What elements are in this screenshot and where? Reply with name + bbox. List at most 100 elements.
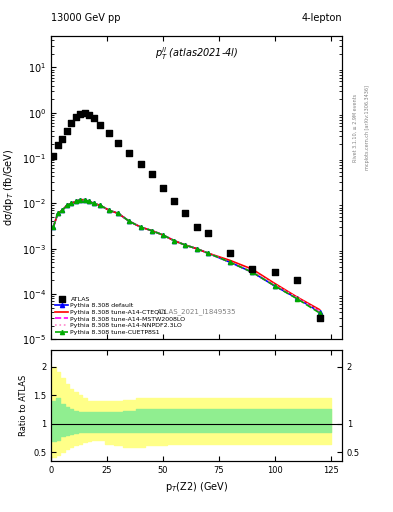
Pythia 8.308 tune-A14-CTEQL1 [73, 199, 78, 205]
Pythia 8.308 default [127, 218, 132, 224]
Pythia 8.308 tune-CUETP8S1 [194, 246, 199, 252]
Text: Rivet 3.1.10, ≥ 2.9M events: Rivet 3.1.10, ≥ 2.9M events [353, 94, 358, 162]
Pythia 8.308 tune-A14-NNPDF2.3LO [172, 238, 176, 244]
Pythia 8.308 tune-A14-NNPDF2.3LO [69, 200, 73, 206]
Pythia 8.308 tune-A14-MSTW2008LO [194, 246, 199, 252]
Text: 13000 GeV pp: 13000 GeV pp [51, 13, 121, 23]
Pythia 8.308 default [82, 197, 87, 203]
ATLAS [272, 268, 278, 276]
Pythia 8.308 tune-CUETP8S1 [161, 232, 165, 238]
Pythia 8.308 default [116, 210, 121, 217]
Pythia 8.308 tune-A14-CTEQL1 [64, 202, 69, 208]
Pythia 8.308 tune-A14-NNPDF2.3LO [107, 207, 112, 214]
Pythia 8.308 tune-CUETP8S1 [69, 200, 73, 206]
Pythia 8.308 tune-A14-MSTW2008LO [91, 200, 96, 206]
Pythia 8.308 tune-A14-CTEQL1 [183, 242, 188, 248]
Pythia 8.308 tune-A14-NNPDF2.3LO [55, 210, 60, 217]
ATLAS [64, 126, 70, 135]
ATLAS [59, 135, 65, 143]
Pythia 8.308 tune-CUETP8S1 [98, 202, 103, 208]
Line: Pythia 8.308 default: Pythia 8.308 default [51, 198, 321, 314]
Pythia 8.308 tune-CUETP8S1 [250, 269, 255, 275]
ATLAS [227, 249, 233, 257]
Pythia 8.308 tune-A14-NNPDF2.3LO [149, 227, 154, 233]
Pythia 8.308 tune-A14-NNPDF2.3LO [87, 199, 92, 205]
Pythia 8.308 tune-CUETP8S1 [51, 224, 56, 230]
Pythia 8.308 default [73, 199, 78, 205]
Pythia 8.308 tune-A14-CTEQL1 [51, 224, 56, 230]
Pythia 8.308 tune-A14-MSTW2008LO [116, 210, 121, 217]
Pythia 8.308 tune-A14-CTEQL1 [107, 207, 112, 214]
Pythia 8.308 default [51, 224, 56, 230]
Pythia 8.308 tune-CUETP8S1 [116, 210, 121, 217]
Pythia 8.308 tune-CUETP8S1 [228, 259, 232, 265]
Text: ATLAS_2021_I1849535: ATLAS_2021_I1849535 [157, 308, 236, 315]
Pythia 8.308 default [107, 207, 112, 214]
ATLAS [115, 138, 121, 146]
ATLAS [126, 149, 132, 157]
Pythia 8.308 tune-CUETP8S1 [107, 207, 112, 214]
Pythia 8.308 tune-CUETP8S1 [64, 202, 69, 208]
Pythia 8.308 default [55, 210, 60, 217]
Pythia 8.308 default [295, 295, 299, 302]
ATLAS [204, 229, 211, 237]
Pythia 8.308 tune-A14-CTEQL1 [138, 224, 143, 230]
Line: Pythia 8.308 tune-CUETP8S1: Pythia 8.308 tune-CUETP8S1 [51, 198, 321, 315]
Pythia 8.308 default [161, 232, 165, 238]
Pythia 8.308 tune-A14-MSTW2008LO [78, 197, 83, 203]
Pythia 8.308 tune-CUETP8S1 [149, 227, 154, 233]
Pythia 8.308 tune-A14-CTEQL1 [98, 202, 103, 208]
ATLAS [73, 113, 79, 121]
ATLAS [316, 313, 323, 322]
Pythia 8.308 tune-A14-NNPDF2.3LO [64, 202, 69, 208]
Pythia 8.308 default [250, 269, 255, 275]
Pythia 8.308 tune-A14-MSTW2008LO [55, 210, 60, 217]
Text: mcplots.cern.ch [arXiv:1306.3436]: mcplots.cern.ch [arXiv:1306.3436] [365, 86, 370, 170]
Pythia 8.308 tune-A14-MSTW2008LO [161, 232, 165, 238]
Pythia 8.308 default [98, 202, 103, 208]
ATLAS [182, 209, 189, 218]
Pythia 8.308 tune-CUETP8S1 [87, 199, 92, 205]
ATLAS [249, 265, 255, 273]
Pythia 8.308 default [60, 207, 64, 214]
Pythia 8.308 tune-A14-CTEQL1 [87, 199, 92, 205]
ATLAS [294, 276, 300, 284]
Pythia 8.308 tune-A14-MSTW2008LO [205, 250, 210, 256]
Pythia 8.308 default [78, 197, 83, 203]
Pythia 8.308 tune-A14-NNPDF2.3LO [317, 308, 322, 314]
Pythia 8.308 default [69, 200, 73, 206]
Pythia 8.308 tune-CUETP8S1 [272, 283, 277, 289]
Pythia 8.308 tune-CUETP8S1 [78, 197, 83, 203]
Pythia 8.308 tune-A14-MSTW2008LO [295, 295, 299, 302]
Pythia 8.308 tune-A14-MSTW2008LO [69, 200, 73, 206]
Line: Pythia 8.308 tune-A14-CTEQL1: Pythia 8.308 tune-A14-CTEQL1 [53, 200, 320, 310]
Pythia 8.308 default [64, 202, 69, 208]
Pythia 8.308 tune-CUETP8S1 [317, 310, 322, 316]
Pythia 8.308 default [183, 242, 188, 248]
ATLAS [68, 119, 74, 127]
Pythia 8.308 default [194, 246, 199, 252]
Pythia 8.308 tune-CUETP8S1 [82, 197, 87, 203]
Pythia 8.308 tune-A14-CTEQL1 [55, 210, 60, 217]
Pythia 8.308 tune-A14-MSTW2008LO [87, 199, 92, 205]
ATLAS [55, 141, 61, 150]
Pythia 8.308 tune-A14-NNPDF2.3LO [272, 282, 277, 288]
Pythia 8.308 tune-CUETP8S1 [55, 210, 60, 217]
Pythia 8.308 tune-A14-NNPDF2.3LO [228, 259, 232, 265]
Pythia 8.308 tune-A14-MSTW2008LO [73, 199, 78, 205]
Pythia 8.308 tune-A14-MSTW2008LO [82, 197, 87, 203]
Line: Pythia 8.308 tune-A14-NNPDF2.3LO: Pythia 8.308 tune-A14-NNPDF2.3LO [53, 200, 320, 311]
Pythia 8.308 default [317, 309, 322, 315]
Pythia 8.308 tune-CUETP8S1 [183, 242, 188, 248]
ATLAS [81, 109, 88, 117]
Pythia 8.308 tune-CUETP8S1 [60, 207, 64, 214]
Pythia 8.308 tune-A14-CTEQL1 [172, 238, 176, 244]
Pythia 8.308 tune-A14-MSTW2008LO [183, 242, 188, 248]
Pythia 8.308 tune-A14-CTEQL1 [60, 207, 64, 214]
Pythia 8.308 tune-A14-MSTW2008LO [272, 283, 277, 289]
Pythia 8.308 tune-A14-NNPDF2.3LO [161, 232, 165, 238]
Pythia 8.308 tune-CUETP8S1 [91, 200, 96, 206]
Pythia 8.308 tune-CUETP8S1 [295, 296, 299, 302]
Pythia 8.308 tune-A14-CTEQL1 [127, 218, 132, 224]
Pythia 8.308 tune-A14-CTEQL1 [149, 227, 154, 233]
